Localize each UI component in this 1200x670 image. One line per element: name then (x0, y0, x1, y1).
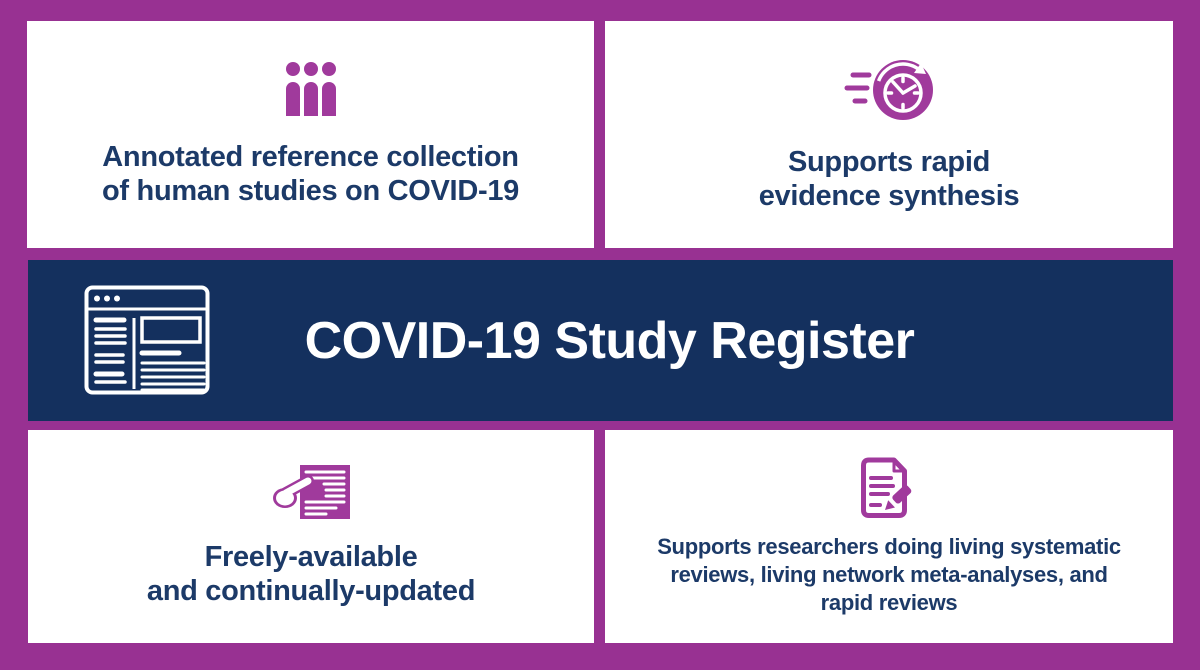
feature-text-rapid-synthesis: Supports rapid evidence synthesis (758, 145, 1020, 212)
feature-card-researchers: Supports researchers doing living system… (605, 430, 1173, 643)
feature-card-rapid-synthesis: Supports rapid evidence synthesis (605, 21, 1173, 248)
hand-document-icon (272, 465, 350, 523)
document-pencil-icon (858, 457, 920, 519)
rapid-clock-icon (839, 57, 939, 123)
people-icon (285, 61, 337, 116)
banner-title: COVID-19 Study Register (304, 311, 915, 370)
feature-card-freely-available: Freely-available and continually-updated (28, 430, 594, 643)
title-banner: COVID-19 Study Register (28, 260, 1173, 421)
browser-window-icon (84, 285, 210, 395)
feature-text-researchers: Supports researchers doing living system… (657, 533, 1121, 615)
feature-text-freely-available: Freely-available and continually-updated (146, 541, 476, 607)
feature-card-annotated-collection: Annotated reference collection of human … (27, 21, 594, 248)
feature-text-annotated-collection: Annotated reference collection of human … (102, 140, 519, 207)
